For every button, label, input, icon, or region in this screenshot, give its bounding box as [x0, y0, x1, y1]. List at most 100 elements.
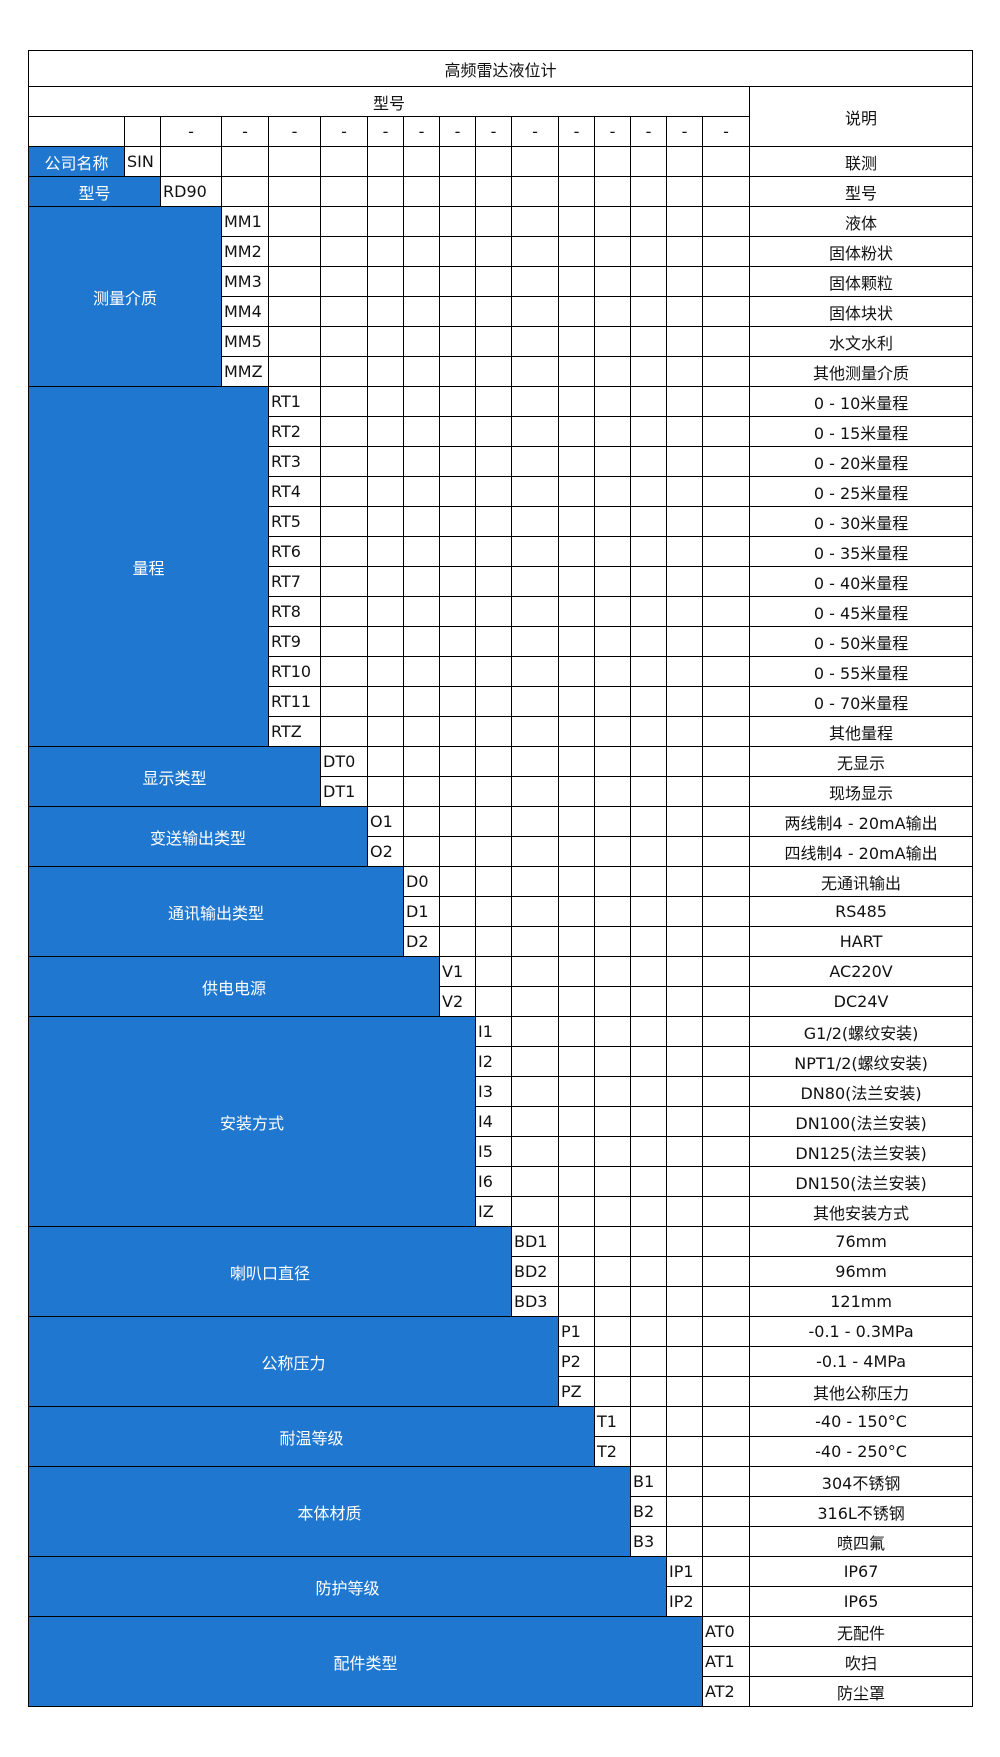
empty-cell: [403, 626, 440, 657]
empty-cell: [702, 506, 750, 537]
option-code: IP2: [666, 1586, 703, 1617]
empty-cell: [702, 416, 750, 447]
empty-cell: [630, 716, 667, 747]
empty-cell: [558, 206, 595, 237]
dash-separator: -: [403, 116, 440, 147]
empty-cell: [666, 446, 703, 477]
empty-cell: [630, 146, 667, 177]
empty-cell: [367, 296, 404, 327]
empty-cell: [594, 386, 631, 417]
empty-cell: [403, 206, 440, 237]
empty-cell: [630, 926, 667, 957]
empty-cell: [558, 836, 595, 867]
option-desc: DN80(法兰安装): [748, 1076, 974, 1107]
empty-cell: [702, 806, 750, 837]
empty-cell: [594, 596, 631, 627]
empty-cell: [702, 1106, 750, 1137]
option-desc: 两线制4 - 20mA输出: [748, 806, 974, 837]
empty-cell: [511, 836, 559, 867]
empty-cell: [666, 1316, 703, 1347]
group-label: 本体材质: [28, 1466, 631, 1557]
empty-cell: [594, 506, 631, 537]
empty-cell: [630, 986, 667, 1017]
empty-cell: [630, 956, 667, 987]
empty-cell: [558, 236, 595, 267]
empty-cell: [594, 986, 631, 1017]
empty-cell: [439, 776, 476, 807]
empty-cell: [558, 1166, 595, 1197]
option-desc: 四线制4 - 20mA输出: [748, 836, 974, 867]
group-label: 喇叭口直径: [28, 1226, 512, 1317]
empty-cell: [630, 1136, 667, 1167]
empty-cell: [511, 206, 559, 237]
option-desc: 0 - 25米量程: [748, 476, 974, 507]
empty-cell: [367, 326, 404, 357]
empty-cell: [558, 1046, 595, 1077]
empty-cell: [475, 386, 512, 417]
empty-cell: [403, 566, 440, 597]
empty-cell: [475, 776, 512, 807]
option-row: AT2 防尘罩: [29, 1676, 974, 1707]
empty-cell: [558, 476, 595, 507]
empty-cell: [475, 176, 512, 207]
empty-cell: [439, 536, 476, 567]
dash-separator: -: [160, 116, 222, 147]
option-row: IZ 其他安装方式: [29, 1196, 974, 1227]
selection-table: 高频雷达液位计 型号 说明 - - - - - - - - - - - - - - 公司名称 SIN 联测 型号 RD90…: [27, 50, 974, 1707]
empty-cell: [630, 326, 667, 357]
empty-cell: [475, 686, 512, 717]
option-desc: 121mm: [748, 1286, 974, 1317]
dash-separator: -: [666, 116, 703, 147]
empty-cell: [558, 626, 595, 657]
empty-cell: [439, 476, 476, 507]
empty-cell: [666, 656, 703, 687]
empty-cell: [320, 596, 368, 627]
empty-cell: [475, 656, 512, 687]
empty-cell: [594, 176, 631, 207]
empty-cell: [403, 176, 440, 207]
empty-cell: [702, 626, 750, 657]
empty-cell: [511, 1196, 559, 1227]
empty-cell: [666, 476, 703, 507]
empty-cell: [594, 1016, 631, 1047]
empty-cell: [320, 536, 368, 567]
empty-cell: [630, 1376, 667, 1407]
empty-cell: [594, 896, 631, 927]
empty-cell: [558, 1016, 595, 1047]
empty-cell: [367, 686, 404, 717]
empty-cell: [511, 566, 559, 597]
empty-cell: [367, 176, 404, 207]
empty-cell: [594, 356, 631, 387]
empty-cell: [630, 626, 667, 657]
empty-cell: [320, 716, 368, 747]
empty-cell: [666, 236, 703, 267]
empty-cell: [511, 146, 559, 177]
empty-cell: [511, 356, 559, 387]
option-code: I2: [475, 1046, 512, 1077]
empty-cell: [268, 326, 321, 357]
empty-cell: [702, 986, 750, 1017]
option-code: AT0: [702, 1616, 750, 1647]
empty-cell: [511, 926, 559, 957]
empty-cell: [558, 956, 595, 987]
empty-cell: [320, 236, 368, 267]
empty-cell: [702, 1466, 750, 1497]
empty-cell: [475, 446, 512, 477]
option-desc: 76mm: [748, 1226, 974, 1257]
empty-cell: [666, 1376, 703, 1407]
empty-cell: [439, 416, 476, 447]
empty-cell: [367, 446, 404, 477]
empty-cell: [475, 596, 512, 627]
empty-cell: [702, 866, 750, 897]
option-code: RT1: [268, 386, 321, 417]
group-label: 耐温等级: [28, 1406, 595, 1467]
empty-cell: [475, 626, 512, 657]
empty-cell: [558, 1136, 595, 1167]
option-desc: 0 - 40米量程: [748, 566, 974, 597]
dash-separator: -: [475, 116, 512, 147]
empty-cell: [475, 416, 512, 447]
empty-cell: [594, 956, 631, 987]
empty-cell: [666, 866, 703, 897]
empty-cell: [403, 836, 440, 867]
empty-cell: [558, 506, 595, 537]
